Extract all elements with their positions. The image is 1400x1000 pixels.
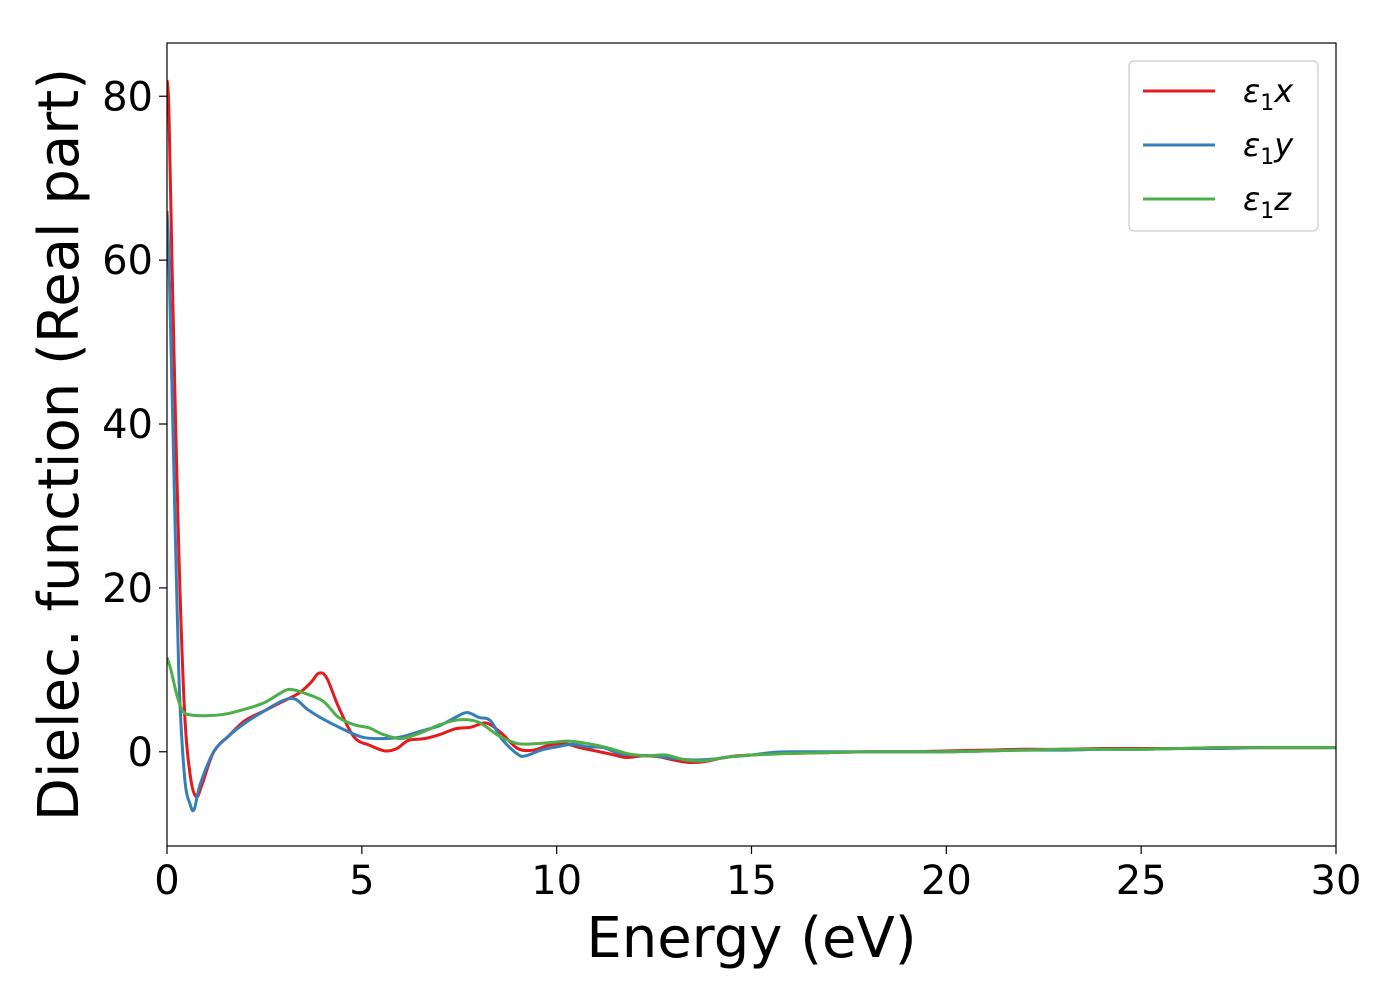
y-tick-label: 40 <box>102 402 153 448</box>
x-tick-label: 25 <box>1116 858 1167 904</box>
series-line-z <box>167 657 1336 763</box>
x-axis-ticks: 0 5 10 15 20 25 30 <box>154 846 1361 904</box>
y-tick-label: 60 <box>102 238 153 284</box>
x-tick-label: 10 <box>531 858 582 904</box>
legend-label-x: ε1x <box>1243 72 1294 116</box>
y-axis-ticks: 0 20 40 60 80 <box>102 74 167 776</box>
legend: ε1x ε1y ε1z <box>1128 60 1319 232</box>
y-tick-label: 80 <box>102 74 153 120</box>
y-axis-title: Dielec. function (Real part) <box>27 68 92 821</box>
x-tick-label: 30 <box>1311 858 1362 904</box>
legend-label-y: ε1y <box>1243 126 1294 170</box>
x-tick-label: 15 <box>726 858 777 904</box>
x-axis-title: Energy (eV) <box>586 906 916 971</box>
legend-label-z: ε1z <box>1243 180 1292 224</box>
plot-lines <box>167 79 1336 813</box>
x-tick-label: 5 <box>349 858 374 904</box>
x-tick-label: 20 <box>921 858 972 904</box>
x-tick-label: 0 <box>154 858 179 904</box>
legend-box <box>1128 60 1319 232</box>
y-tick-label: 20 <box>102 566 153 612</box>
y-tick-label: 0 <box>128 730 153 776</box>
